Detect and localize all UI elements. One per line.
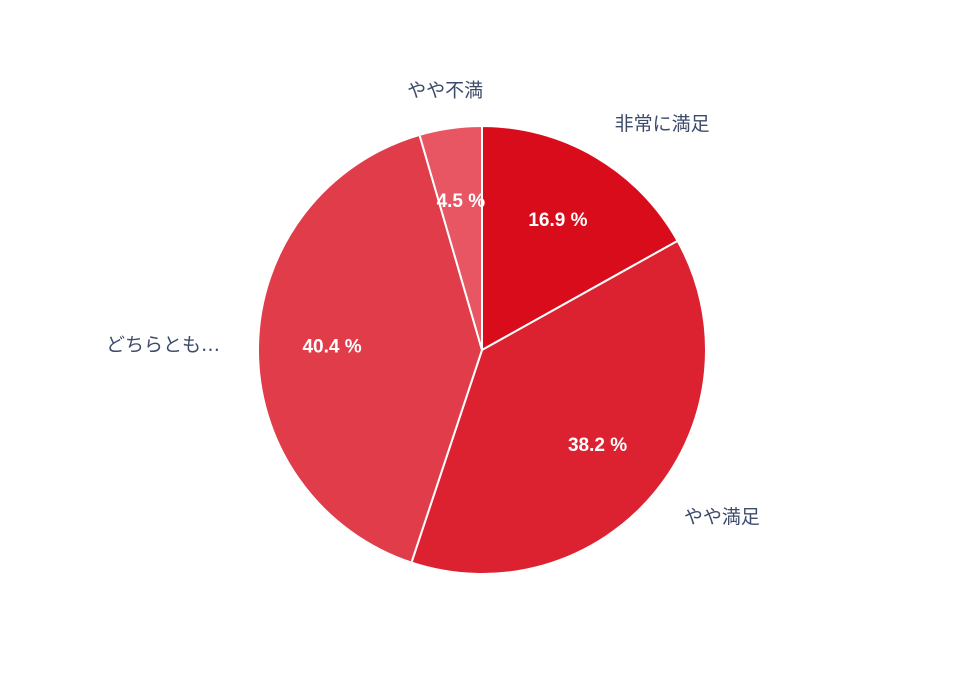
- slice-category-label-4: やや不満: [407, 80, 483, 102]
- slice-percentage-label-1: 16.9 %: [528, 210, 587, 231]
- pie-slice-1[interactable]: [481, 124, 679, 352]
- percentage-labels: 16.9 % 38.2 % 40.4 % 4.5 %: [302, 191, 627, 456]
- pie-slice-2[interactable]: [410, 239, 707, 575]
- slice-percentage-label-2: 38.2 %: [568, 435, 627, 456]
- slice-category-label-1: 非常に満足: [615, 113, 710, 135]
- pie-slice-4[interactable]: [418, 124, 483, 351]
- pie-slice-3[interactable]: [257, 133, 484, 564]
- slices-layer: [257, 124, 707, 575]
- slice-category-label-3: どちらとも…: [106, 334, 220, 356]
- slice-percentage-label-4: 4.5 %: [437, 191, 486, 212]
- slice-category-label-2: やや満足: [684, 506, 760, 528]
- slice-percentage-label-3: 40.4 %: [302, 337, 361, 358]
